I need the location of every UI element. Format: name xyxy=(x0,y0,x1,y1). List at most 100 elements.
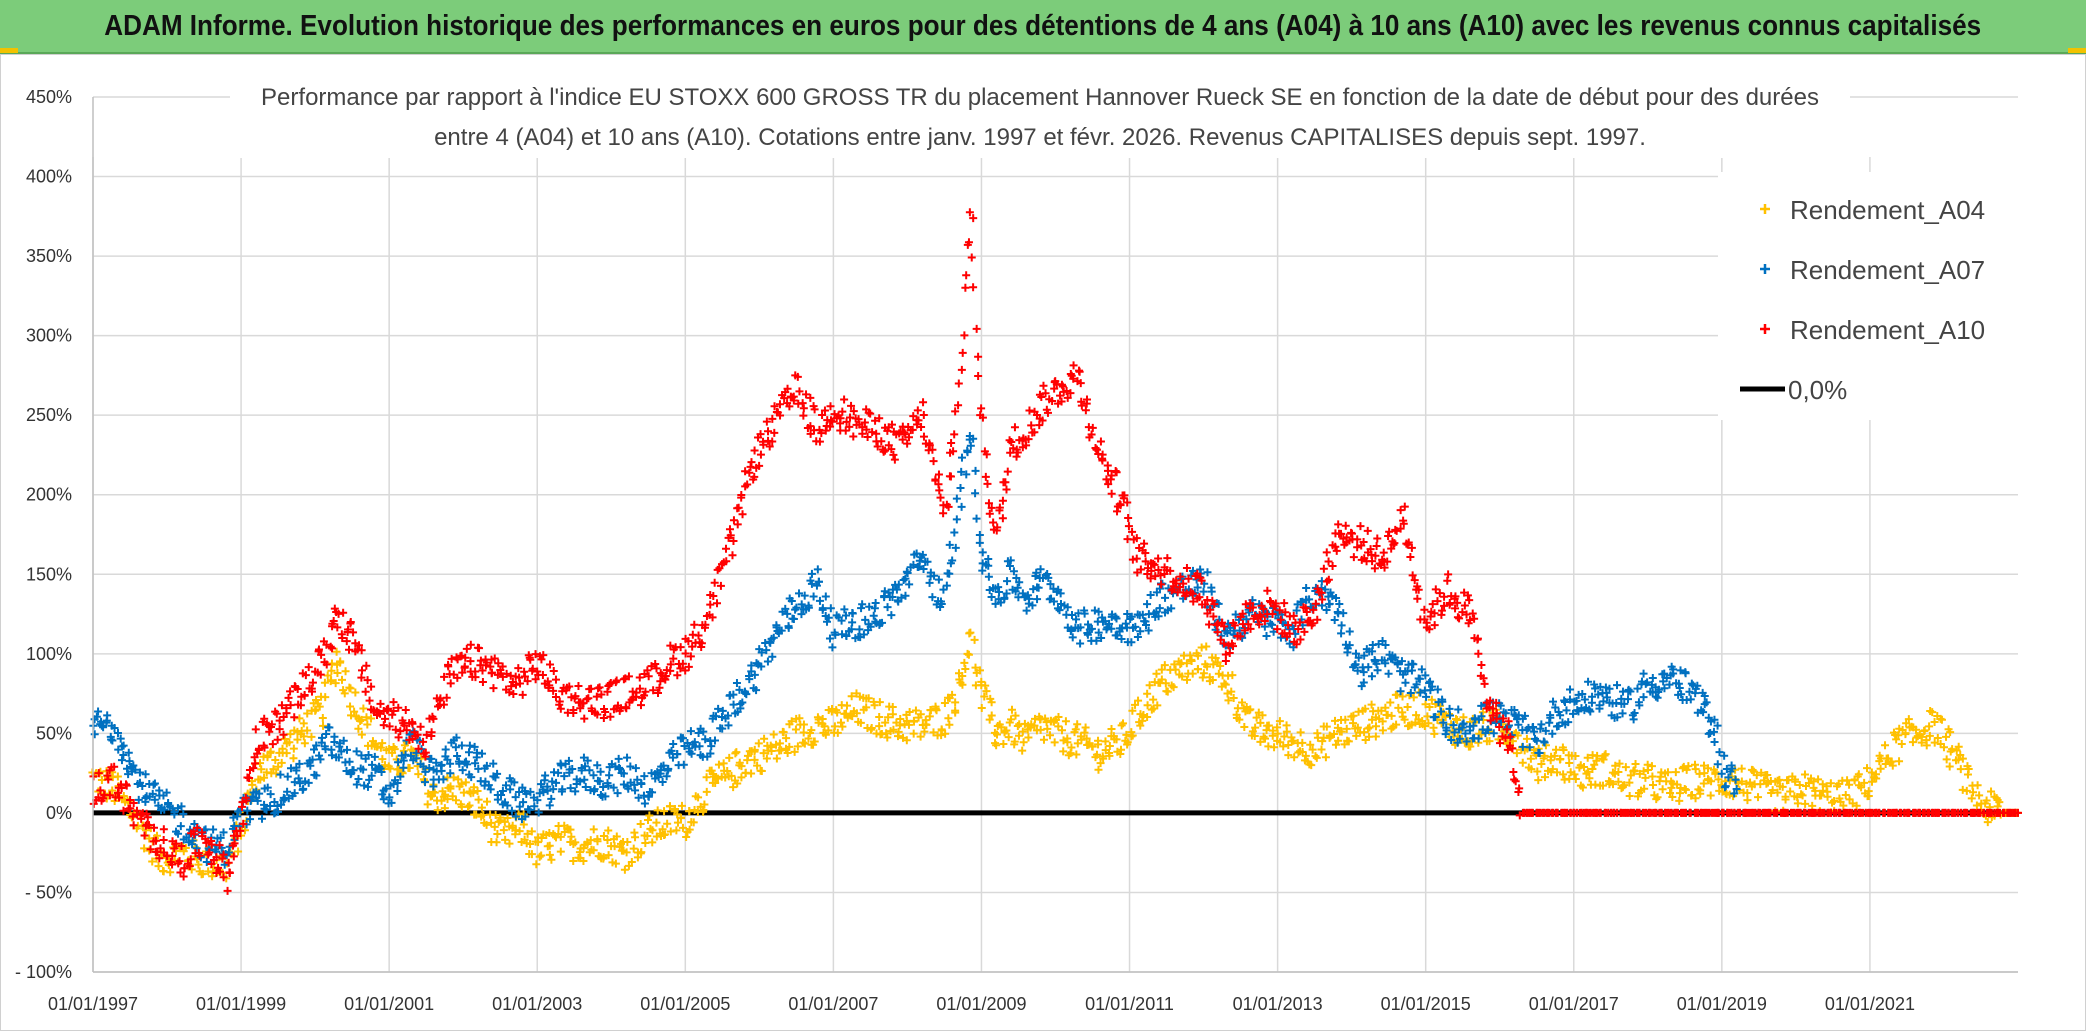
data-point xyxy=(487,818,496,827)
data-point xyxy=(293,735,302,744)
data-point xyxy=(339,608,348,617)
data-point xyxy=(1872,774,1881,783)
data-point xyxy=(454,775,463,784)
data-point xyxy=(875,722,884,731)
data-point xyxy=(465,801,474,810)
data-point xyxy=(568,764,577,773)
data-point xyxy=(181,844,190,853)
data-point xyxy=(1972,801,1981,810)
data-point xyxy=(99,723,108,732)
data-point xyxy=(1691,794,1700,803)
data-point xyxy=(583,756,592,765)
data-point xyxy=(762,646,771,655)
data-point xyxy=(830,722,839,731)
data-point xyxy=(888,710,897,719)
data-point xyxy=(1559,745,1568,754)
data-point xyxy=(648,826,657,835)
data-point xyxy=(1570,770,1579,779)
data-point xyxy=(1687,791,1696,800)
data-point xyxy=(1808,801,1817,810)
data-point xyxy=(701,735,710,744)
data-point xyxy=(102,716,111,725)
data-point xyxy=(599,854,608,863)
data-point xyxy=(889,725,898,734)
data-point xyxy=(1711,768,1720,777)
data-point xyxy=(970,635,979,644)
data-point xyxy=(1282,727,1291,736)
data-point xyxy=(734,503,743,512)
data-point xyxy=(1548,765,1557,774)
data-point xyxy=(615,764,624,773)
data-point xyxy=(117,756,126,765)
data-point xyxy=(263,753,272,762)
data-point xyxy=(1367,700,1376,709)
data-point xyxy=(981,681,990,690)
data-point xyxy=(1791,775,1800,784)
data-point xyxy=(192,844,201,853)
data-point xyxy=(1043,570,1052,579)
data-point xyxy=(1381,703,1390,712)
data-point xyxy=(521,812,530,821)
data-point xyxy=(1480,679,1489,688)
y-tick-label: 150% xyxy=(26,564,72,584)
data-point xyxy=(511,812,520,821)
data-point xyxy=(304,663,313,672)
data-point xyxy=(491,810,500,819)
data-point xyxy=(1359,668,1368,677)
data-point xyxy=(916,732,925,741)
data-point xyxy=(951,706,960,715)
y-tick-label: 200% xyxy=(26,485,72,505)
data-point xyxy=(1039,381,1048,390)
data-point xyxy=(138,782,147,791)
data-point xyxy=(502,781,511,790)
data-point xyxy=(141,770,150,779)
data-point xyxy=(1131,700,1140,709)
data-point xyxy=(719,759,728,768)
data-point xyxy=(1466,742,1475,751)
data-point xyxy=(1208,675,1217,684)
data-point xyxy=(389,698,398,707)
data-point xyxy=(273,801,282,810)
data-point xyxy=(551,675,560,684)
data-point xyxy=(149,780,158,789)
data-point xyxy=(952,494,961,503)
data-point xyxy=(1054,722,1063,731)
data-point xyxy=(401,750,410,759)
data-point xyxy=(1700,761,1709,770)
data-point xyxy=(352,780,361,789)
data-point xyxy=(987,698,996,707)
data-point xyxy=(1710,738,1719,747)
data-point xyxy=(260,773,269,782)
data-point xyxy=(299,732,308,741)
data-point xyxy=(934,575,943,584)
data-point xyxy=(160,805,169,814)
data-point xyxy=(148,857,157,866)
data-point xyxy=(883,603,892,612)
data-point xyxy=(623,837,632,846)
y-tick-label: 350% xyxy=(26,246,72,266)
data-point xyxy=(922,720,931,729)
data-point xyxy=(484,781,493,790)
data-point xyxy=(772,754,781,763)
data-point xyxy=(333,668,342,677)
data-point xyxy=(1379,548,1388,557)
data-point xyxy=(1555,755,1564,764)
data-point xyxy=(1540,773,1549,782)
data-point xyxy=(1615,759,1624,768)
data-point xyxy=(153,831,161,840)
data-point xyxy=(652,818,661,827)
data-point xyxy=(416,722,425,731)
data-point xyxy=(1578,783,1587,792)
data-point xyxy=(957,365,966,374)
data-point xyxy=(289,754,298,763)
data-point xyxy=(644,815,652,824)
data-point xyxy=(1088,423,1097,432)
data-point xyxy=(741,467,750,476)
data-point xyxy=(1199,669,1208,678)
data-point xyxy=(1841,791,1850,800)
data-point xyxy=(840,605,849,614)
data-point xyxy=(1345,627,1354,636)
data-point xyxy=(159,825,168,834)
data-point xyxy=(279,730,288,739)
data-point xyxy=(482,797,491,806)
